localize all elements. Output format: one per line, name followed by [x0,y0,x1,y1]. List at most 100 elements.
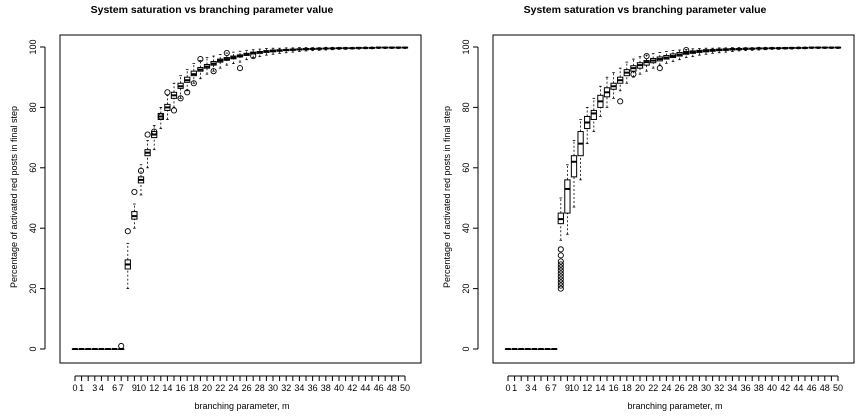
outlier-point [170,107,178,114]
x-tick-label: 46 [807,383,817,393]
x-tick-label: 1 [79,383,84,393]
outlier-point [236,65,244,72]
outlier-point [124,228,131,235]
x-tick-label: 18 [622,383,632,393]
x-tick-label: 3 [92,383,97,393]
y-tick-label: 100 [28,39,38,54]
box [564,179,571,214]
outlier-point [157,113,164,120]
x-tick-label: 4 [532,383,537,393]
x-tick-label: 28 [255,383,265,393]
x-tick-label: 18 [189,383,199,393]
outlier-point [144,131,151,138]
x-tick-label: 14 [162,383,172,393]
x-tick-label: 14 [595,383,605,393]
y-tick-label: 20 [28,284,38,294]
x-tick-label: 9 [132,383,137,393]
x-tick-label: 12 [582,383,592,393]
x-tick-label: 6 [545,383,550,393]
plot-frame [59,34,422,364]
outlier-point [557,246,564,253]
chart-title: System saturation vs branching parameter… [91,4,334,16]
outlier-point [683,46,690,54]
x-tick-label: 40 [334,383,344,393]
x-tick-label: 1 [512,383,517,393]
outlier-point [177,95,184,102]
y-axis-label: Percentage of activated red posts in fin… [9,106,19,288]
x-tick-label: 46 [374,383,384,393]
x-tick-label: 20 [635,383,645,393]
x-tick-label: 40 [767,383,777,393]
outlier-point [118,342,125,350]
outlier-point [184,89,191,96]
x-axis-label: branching parameter, m [194,401,289,411]
outlier-point [151,128,158,135]
outlier-point [557,282,564,289]
outlier-point [557,276,564,283]
y-tick-label: 0 [461,346,471,351]
outlier-point [210,68,217,75]
x-tick-label: 34 [727,383,737,393]
x-tick-label: 7 [552,383,557,393]
outlier-point [557,258,564,265]
x-tick-label: 38 [321,383,331,393]
chart-panel-right: System saturation vs branching parameter… [433,0,865,416]
x-tick-label: 16 [176,383,186,393]
y-tick-label: 0 [28,346,38,351]
x-tick-label: 26 [675,383,685,393]
x-tick-label: 12 [149,383,159,393]
x-tick-label: 42 [347,383,357,393]
outlier-point [557,273,564,280]
outlier-point [557,261,564,268]
y-tick-label: 100 [461,39,471,54]
outlier-point [557,264,564,271]
outlier-point [617,98,624,105]
x-tick-label: 48 [820,383,830,393]
x-tick-label: 16 [609,383,619,393]
x-tick-label: 6 [112,383,117,393]
y-tick-label: 60 [28,163,38,173]
boxplot-chart-left: System saturation vs branching parameter… [9,4,422,411]
x-tick-label: 9 [565,383,570,393]
outlier-point [250,53,257,60]
x-tick-label: 48 [387,383,397,393]
x-tick-label: 0 [505,383,510,393]
x-tick-label: 3 [525,383,530,393]
x-tick-label: 4 [99,383,104,393]
x-tick-label: 24 [661,383,671,393]
plot-frame [492,34,855,364]
x-tick-label: 44 [360,383,370,393]
x-tick-label: 24 [228,383,238,393]
x-tick-label: 28 [688,383,698,393]
x-tick-label: 22 [215,383,225,393]
x-tick-label: 50 [833,383,843,393]
y-tick-label: 40 [461,223,471,233]
x-tick-label: 32 [714,383,724,393]
x-tick-label: 32 [281,383,291,393]
box [590,109,597,120]
x-tick-label: 34 [294,383,304,393]
outlier-point [557,279,564,286]
outlier-point [131,188,138,196]
x-tick-label: 38 [754,383,764,393]
y-tick-label: 20 [461,284,471,294]
outlier-point [197,56,204,63]
x-tick-label: 42 [780,383,790,393]
chart-panel-left: System saturation vs branching parameter… [0,0,432,416]
x-tick-label: 20 [202,383,212,393]
outlier-point [557,267,564,274]
x-tick-label: 10 [569,383,579,393]
chart-title: System saturation vs branching parameter… [524,4,767,16]
outlier-point [643,53,650,60]
x-tick-label: 36 [741,383,751,393]
outlier-point [164,89,171,96]
outlier-point [223,49,230,57]
y-tick-label: 80 [28,102,38,112]
y-axis-label: Percentage of activated red posts in fin… [442,106,452,288]
box [570,155,578,178]
outlier-point [557,252,564,259]
boxplot-chart-right: System saturation vs branching parameter… [442,4,855,411]
y-tick-label: 80 [461,102,471,112]
x-tick-label: 50 [400,383,410,393]
x-tick-label: 22 [648,383,658,393]
